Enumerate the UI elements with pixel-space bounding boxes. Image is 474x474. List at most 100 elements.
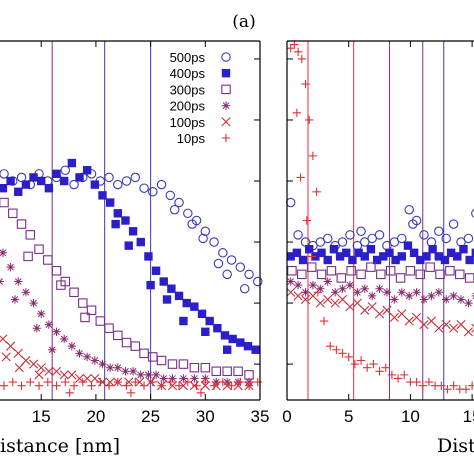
data-point <box>34 370 44 380</box>
data-point <box>179 374 188 383</box>
data-point <box>427 291 436 301</box>
data-point <box>200 362 211 373</box>
data-point <box>59 176 69 186</box>
data-point <box>325 341 335 351</box>
data-point <box>113 377 122 387</box>
data-point <box>428 245 437 254</box>
data-point <box>122 381 131 390</box>
data-point <box>218 377 228 387</box>
data-point <box>222 345 232 354</box>
data-point <box>422 252 431 261</box>
data-point <box>434 252 444 261</box>
legend-label: 100ps <box>170 115 206 130</box>
data-point <box>80 312 90 323</box>
panel-label: (a) <box>232 12 255 32</box>
data-point <box>449 291 458 301</box>
data-point <box>308 151 318 161</box>
data-point <box>233 366 243 377</box>
data-point <box>382 288 392 297</box>
data-point <box>90 180 100 189</box>
data-point <box>43 377 52 387</box>
data-point <box>8 377 17 387</box>
data-point <box>16 219 27 229</box>
data-point <box>366 245 376 254</box>
data-point <box>34 244 44 254</box>
x-tick-label: 5 <box>344 407 353 426</box>
data-point <box>356 269 366 280</box>
data-point <box>425 262 435 272</box>
data-point <box>105 377 115 387</box>
data-point <box>297 269 307 280</box>
data-point <box>205 316 214 326</box>
data-point <box>374 309 385 319</box>
data-point <box>434 226 444 237</box>
data-point <box>292 248 302 258</box>
data-point <box>44 320 54 329</box>
data-point <box>236 377 245 387</box>
data-point <box>148 352 158 362</box>
data-point <box>67 341 77 351</box>
data-point <box>86 305 97 315</box>
data-point <box>75 349 84 358</box>
x-tick-label: 15 <box>32 407 51 426</box>
data-point <box>464 298 473 308</box>
series-200ps <box>286 277 474 308</box>
data-point <box>98 359 107 369</box>
data-point <box>412 377 421 387</box>
data-point <box>233 381 243 391</box>
data-point <box>376 269 386 280</box>
data-point <box>69 381 79 390</box>
data-point <box>302 216 311 225</box>
data-point <box>463 233 474 244</box>
data-point <box>111 219 120 229</box>
data-point <box>32 324 42 333</box>
data-point <box>367 233 377 244</box>
data-point <box>52 327 61 336</box>
data-point <box>337 294 348 305</box>
data-point <box>157 381 166 390</box>
data-point <box>290 40 299 49</box>
data-point <box>360 237 370 247</box>
data-point <box>82 373 92 384</box>
x-tick-label: 20 <box>86 407 105 426</box>
data-point <box>228 334 237 344</box>
data-point <box>196 388 206 398</box>
data-point <box>367 302 377 312</box>
data-point <box>350 359 360 369</box>
data-point <box>322 233 333 244</box>
series-100ps <box>0 334 254 391</box>
data-point <box>461 385 471 394</box>
data-point <box>23 251 33 262</box>
data-point <box>144 252 153 261</box>
data-point <box>449 323 459 333</box>
data-point <box>313 288 323 297</box>
data-point <box>78 377 87 387</box>
data-point <box>90 356 100 365</box>
legend-label: 200ps <box>170 99 206 114</box>
data-point <box>6 341 16 351</box>
data-point <box>367 291 377 301</box>
data-point <box>168 374 177 383</box>
data-point <box>87 381 96 390</box>
data-point <box>463 327 474 337</box>
data-point <box>397 233 407 244</box>
data-point <box>356 226 366 237</box>
data-point <box>285 197 296 208</box>
data-point <box>47 345 57 354</box>
series-200ps <box>0 248 254 387</box>
data-point <box>301 288 310 297</box>
x-tick-label: 0 <box>282 407 291 426</box>
data-point <box>61 377 70 387</box>
legend-label: 300ps <box>170 82 206 97</box>
data-point <box>344 352 353 362</box>
data-point <box>166 377 175 387</box>
data-point <box>403 241 413 250</box>
data-point <box>96 377 105 387</box>
data-point <box>6 262 15 272</box>
data-point <box>345 302 355 312</box>
data-point <box>375 284 384 293</box>
data-point <box>148 187 158 197</box>
data-point <box>305 115 314 125</box>
data-point <box>244 370 254 380</box>
data-point <box>296 173 305 182</box>
